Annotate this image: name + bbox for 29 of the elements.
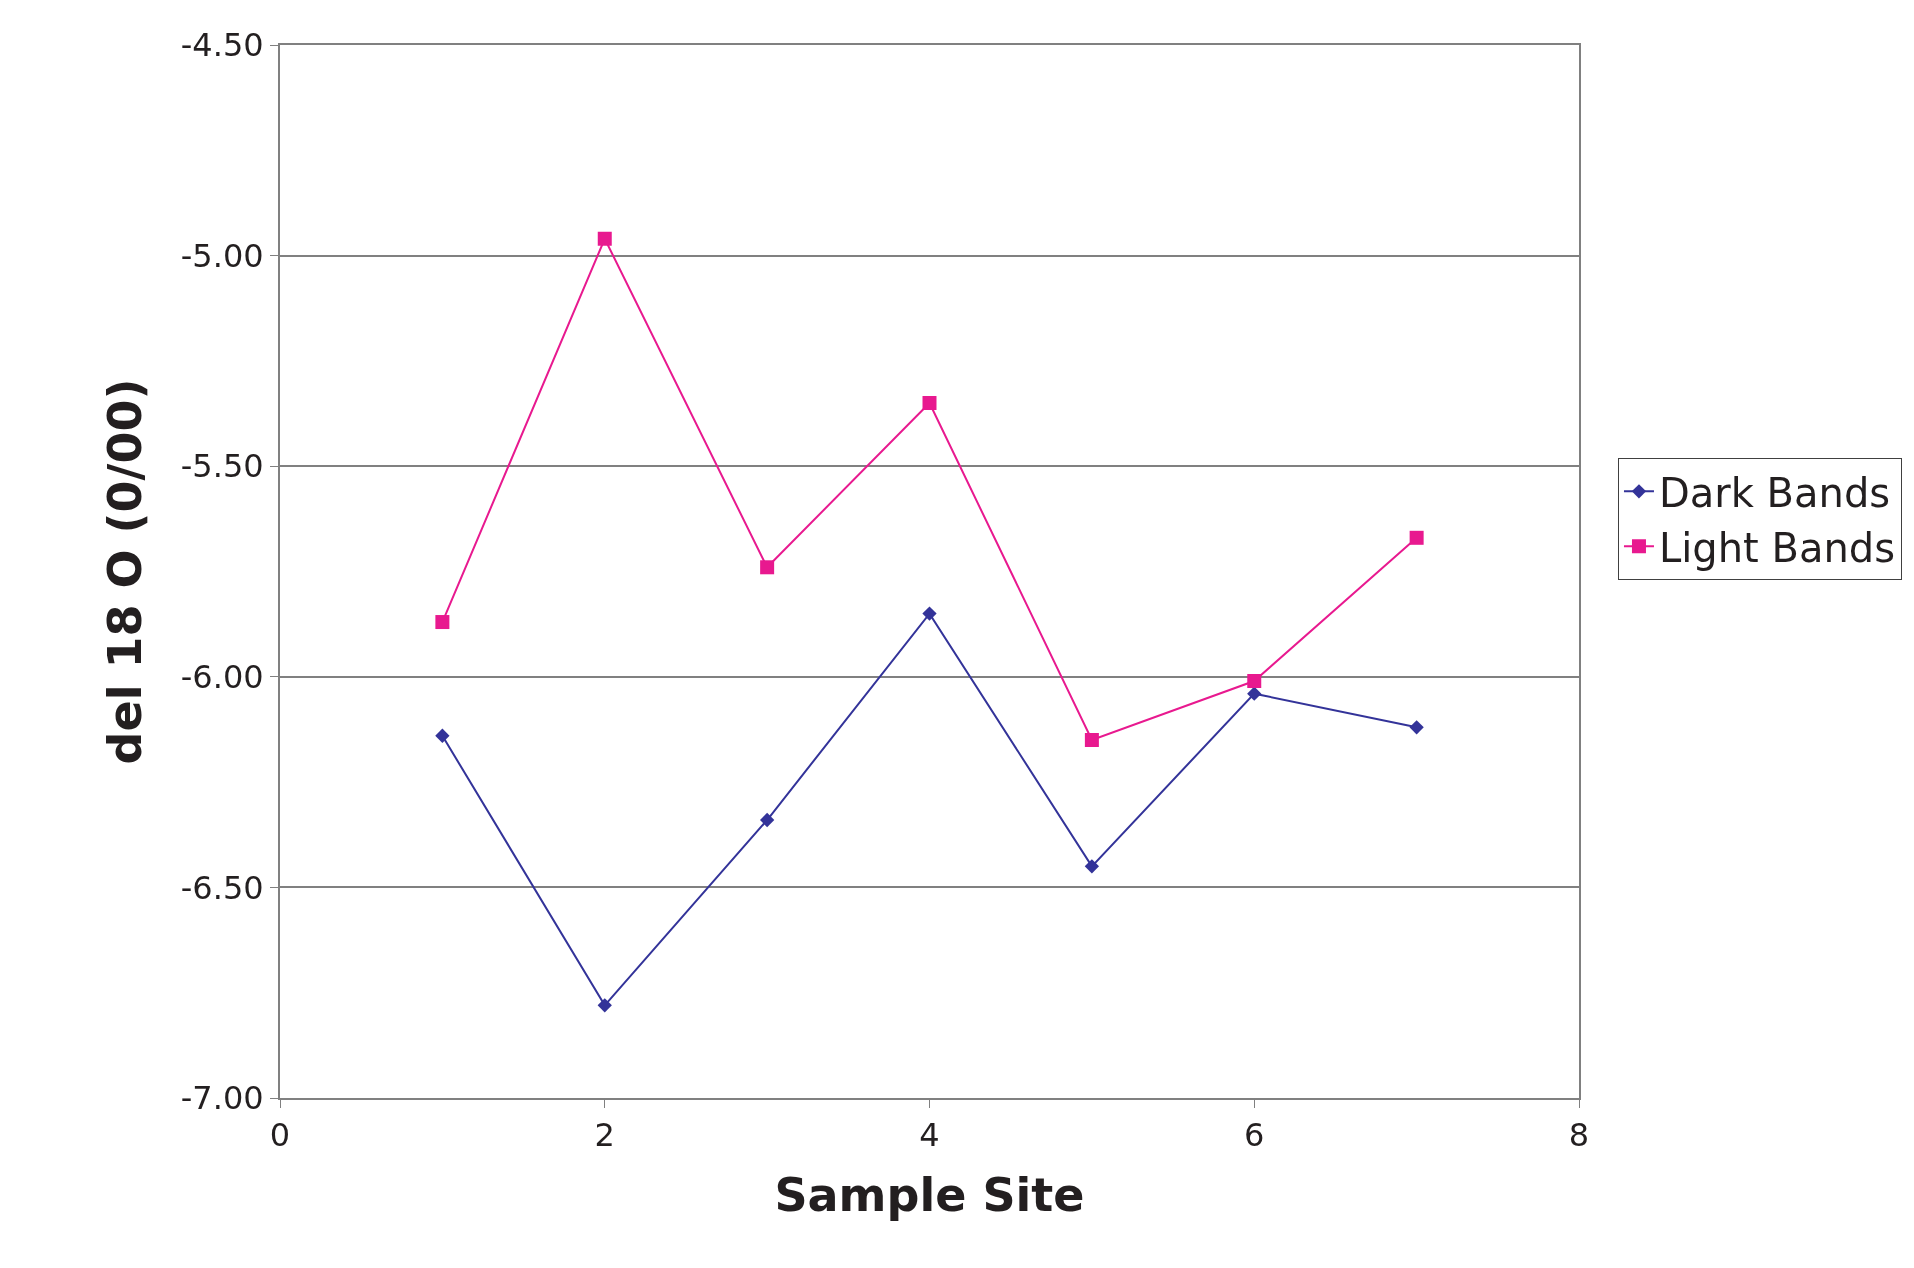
y-tick-label: -6.50 [180, 868, 264, 907]
x-tick-label: 6 [1244, 1116, 1265, 1155]
y-tick-label: -4.50 [180, 26, 264, 65]
point [1409, 530, 1424, 545]
point [760, 560, 775, 575]
x-axis-title: Sample Site [774, 1167, 1085, 1222]
legend-label: Dark Bands [1658, 469, 1891, 516]
y-tick-label: -6.00 [180, 658, 264, 696]
point [435, 728, 450, 743]
point [435, 615, 450, 630]
legend-label: Light Bands [1658, 524, 1896, 571]
point [759, 812, 775, 828]
point [1084, 859, 1100, 874]
y-tick-label: -5.00 [180, 236, 264, 275]
y-tick-label: -7.00 [180, 1079, 264, 1118]
point [597, 231, 612, 246]
x-tick-label: 8 [1568, 1116, 1590, 1155]
point [1084, 732, 1099, 747]
point [922, 606, 937, 621]
point [1409, 720, 1424, 735]
y-axis-title: del 18 O (0/00) [97, 378, 152, 765]
y-tick-label: -5.50 [180, 447, 264, 486]
point [597, 998, 612, 1013]
point [1247, 674, 1262, 689]
x-tick-label: 4 [919, 1116, 940, 1155]
x-tick-label: 0 [269, 1116, 291, 1155]
x-tick-label: 2 [594, 1116, 615, 1155]
point [922, 396, 937, 411]
point [1247, 686, 1262, 701]
